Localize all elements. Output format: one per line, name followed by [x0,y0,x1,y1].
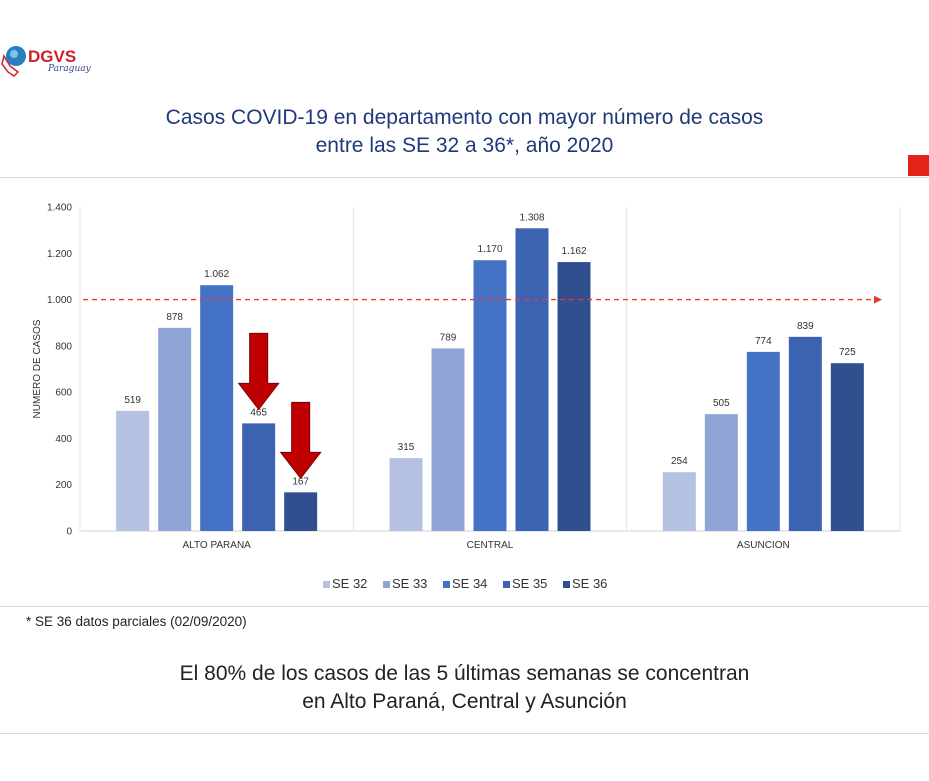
bar [242,423,276,531]
bar [557,262,591,531]
bar [389,458,423,531]
data-label: 1.162 [561,246,586,257]
data-label: 519 [124,395,141,406]
x-tick-label: ASUNCION [737,540,790,551]
bar [662,472,696,531]
data-label: 1.170 [477,244,502,255]
reference-arrow-icon [874,295,882,304]
data-label: 839 [797,321,814,332]
conclusion-line-1: El 80% de los casos de las 5 últimas sem… [179,662,750,685]
x-tick-label: ALTO PARANA [182,540,251,551]
bar [788,336,822,531]
legend-label: SE 34 [452,576,487,591]
legend-swatch [323,581,330,588]
legend-swatch [443,581,450,588]
bar [200,285,234,531]
bar [473,260,507,531]
data-label: 505 [713,398,730,409]
bar [284,492,318,531]
down-arrow-icon [279,401,322,480]
data-label: 315 [398,442,415,453]
logo-globe-icon [1,46,26,77]
chart-frame [0,177,929,607]
y-tick-label: 800 [55,341,72,352]
title-line-2: entre las SE 32 a 36*, año 2020 [315,134,614,157]
bar [158,327,192,531]
x-tick-label: CENTRAL [467,540,514,551]
y-tick-label: 400 [55,434,72,445]
data-label: 725 [839,347,856,358]
conclusion-text: El 80% de los casos de las 5 últimas sem… [0,660,929,716]
legend-label: SE 36 [572,576,607,591]
bar [431,348,465,531]
data-label: 254 [671,456,688,467]
page-title: Casos COVID-19 en departamento con mayor… [0,104,929,160]
conclusion-line-2: en Alto Paraná, Central y Asunción [302,690,627,713]
legend-label: SE 32 [332,576,367,591]
bar [830,363,864,531]
y-tick-label: 1.400 [47,203,72,214]
legend-label: SE 33 [392,576,427,591]
y-tick-label: 1.000 [47,295,72,306]
title-line-1: Casos COVID-19 en departamento con mayor… [165,106,764,129]
data-label: 1.062 [204,269,229,280]
down-arrow-icon [237,332,280,411]
logo-text: DGVS [28,47,77,66]
legend-swatch [563,581,570,588]
y-tick-label: 0 [66,527,72,538]
data-label: 465 [250,407,267,418]
divider [0,733,929,734]
bar [746,351,780,531]
y-tick-label: 600 [55,388,72,399]
data-label: 878 [166,312,183,323]
data-label: 789 [440,332,457,343]
data-label: 1.308 [519,212,544,223]
footnote: * SE 36 datos parciales (02/09/2020) [26,614,247,629]
y-tick-label: 200 [55,480,72,491]
bar [704,414,738,531]
bar [515,228,549,531]
legend-label: SE 35 [512,576,547,591]
data-label: 774 [755,336,772,347]
bar [116,410,150,531]
logo-subtext: Paraguay [48,64,91,74]
data-label: 167 [292,476,309,487]
legend-swatch [503,581,510,588]
legend-swatch [383,581,390,588]
red-square-decoration [908,155,929,176]
y-axis-label: NUMERO DE CASOS [32,319,43,418]
y-tick-label: 1.200 [47,249,72,260]
